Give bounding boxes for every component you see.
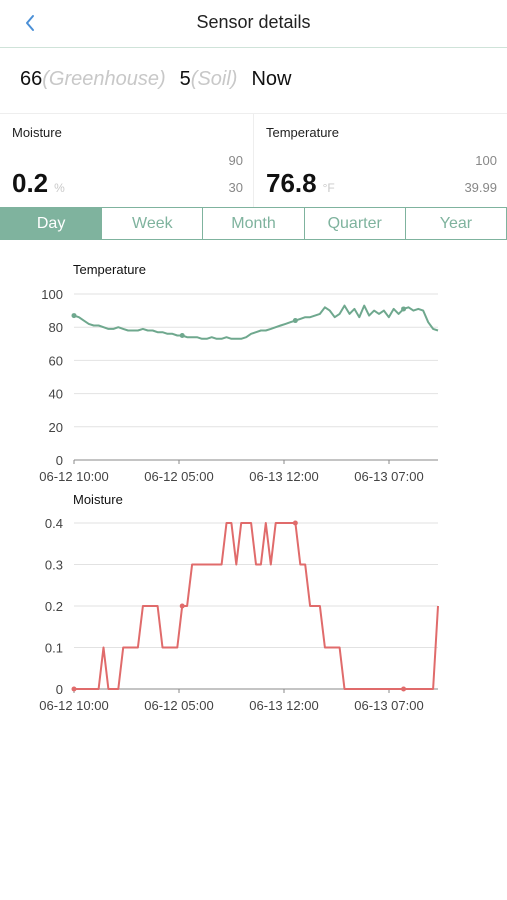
tab-year[interactable]: Year: [439, 215, 473, 232]
data-point: [179, 333, 185, 338]
temperature-label: Temperature: [266, 125, 339, 140]
temperature-value: 76.8: [266, 168, 317, 198]
x-tick-label: 06-13 12:00: [249, 469, 318, 484]
moisture-min: 30: [228, 180, 243, 195]
data-point: [179, 603, 185, 609]
y-tick-label: 20: [49, 420, 63, 435]
data-point: [401, 306, 407, 312]
moisture-value-row: 0.2%: [12, 168, 65, 199]
sensor-summary: 66(Greenhouse) 5(Soil) Now: [20, 68, 291, 91]
x-tick-label: 06-13 07:00: [354, 469, 423, 484]
moisture-label: Moisture: [12, 125, 62, 140]
tab-quarter[interactable]: Quarter: [305, 208, 406, 239]
chevron-left-icon: [26, 15, 34, 31]
sensor-location: (Greenhouse): [42, 68, 166, 90]
tab-day[interactable]: Day: [1, 208, 103, 239]
series-line: [74, 522, 439, 690]
moisture-max: 90: [228, 153, 243, 168]
sensor-time: Now: [251, 68, 292, 90]
chart-title: Moisture: [73, 492, 123, 507]
y-tick-label: 100: [41, 287, 63, 302]
temperature-card: Temperature 100 76.8 °F 39.99: [254, 114, 507, 208]
y-tick-label: 0.1: [45, 641, 63, 656]
sensor-channel-type: (Soil): [190, 68, 238, 90]
x-tick-label: 06-12 10:00: [39, 698, 108, 713]
page-title: Sensor details: [196, 12, 311, 32]
data-point: [71, 313, 77, 319]
data-point: [292, 520, 298, 526]
moisture-unit: %: [54, 181, 65, 195]
moisture-value: 0.2: [12, 168, 49, 198]
temperature-min: 39.99: [464, 180, 497, 195]
temperature-max: 100: [475, 153, 497, 168]
x-tick-label: 06-12 05:00: [144, 469, 213, 484]
y-tick-label: 0.2: [45, 599, 63, 614]
x-tick-label: 06-12 05:00: [144, 698, 213, 713]
y-tick-label: 0.3: [45, 558, 63, 573]
y-tick-label: 40: [49, 387, 63, 402]
y-tick-label: 0: [56, 453, 63, 468]
x-tick-label: 06-13 07:00: [354, 698, 423, 713]
moisture-chart: Moisture 0 0.1 0.2 0.3 0.4 06-12 10:00 06-12 05…: [39, 492, 439, 713]
metrics-panel: Moisture 90 0.2% 30 Temperature 100 76.8…: [0, 113, 507, 208]
data-point: [71, 686, 77, 692]
tab-month[interactable]: Month: [203, 208, 305, 239]
temperature-unit: °F: [322, 181, 335, 195]
top-bar: Sensor details: [0, 0, 507, 48]
x-tick-label: 06-12 10:00: [39, 469, 108, 484]
y-tick-label: 80: [49, 320, 63, 335]
temperature-value-row: 76.8 °F: [266, 168, 335, 199]
x-tick-label: 06-13 12:00: [249, 698, 318, 713]
y-tick-label: 60: [49, 353, 63, 368]
temperature-chart: Temperature 0 20 40 60 80 100 06-12 10:00 06-12 …: [39, 262, 439, 484]
chart-title: Temperature: [73, 262, 146, 277]
period-tabs: Day Week Month Quarter Year: [0, 207, 507, 240]
y-tick-label: 0.4: [45, 516, 63, 531]
back-button[interactable]: [20, 10, 44, 36]
y-tick-label: 0: [56, 682, 63, 697]
sensor-id: 66: [20, 68, 43, 90]
sensor-channel: 5: [179, 68, 191, 90]
series-line: [73, 304, 439, 340]
data-point: [401, 686, 407, 692]
tab-week[interactable]: Week: [102, 208, 204, 239]
data-point: [292, 318, 298, 324]
moisture-card: Moisture 90 0.2% 30: [0, 114, 254, 208]
